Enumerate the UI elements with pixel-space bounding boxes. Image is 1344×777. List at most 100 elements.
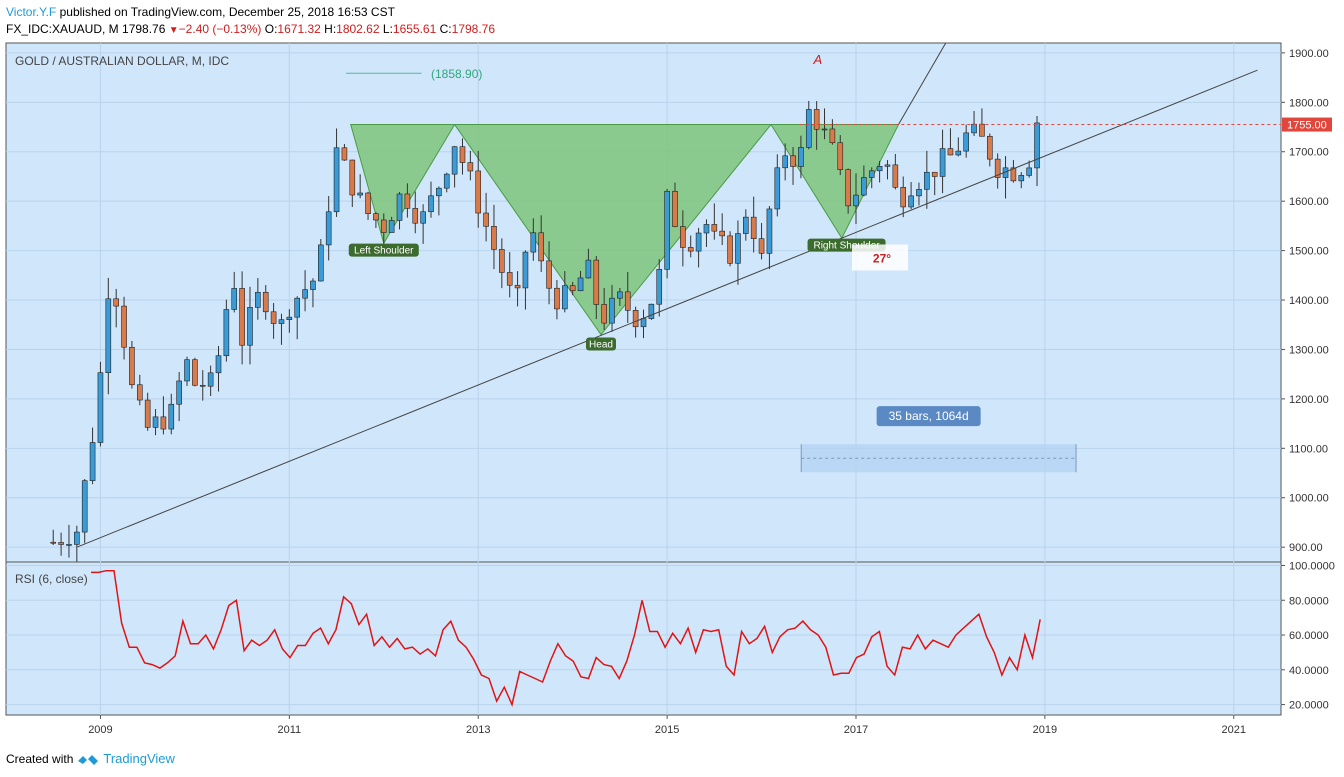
- candle-up: [963, 132, 969, 152]
- candle-down: [813, 109, 820, 130]
- candle-down: [475, 170, 482, 214]
- candle-up: [81, 480, 88, 533]
- candle-up: [247, 307, 253, 346]
- candle-up: [617, 291, 623, 299]
- price-axis-label: 1800.00: [1289, 97, 1329, 109]
- candle-down: [900, 187, 907, 208]
- left-shoulder-tag: Left Shoulder: [354, 246, 414, 257]
- candle-up: [396, 193, 403, 221]
- candle-down: [994, 158, 1001, 178]
- candle-up: [664, 190, 670, 270]
- candle-up: [286, 316, 293, 321]
- candle-up: [223, 309, 230, 357]
- candle-up: [1018, 175, 1025, 182]
- candle-down: [632, 310, 639, 328]
- chart-header: Victor.Y.F published on TradingView.com,…: [6, 4, 495, 39]
- candle-down: [947, 148, 954, 156]
- price-axis-label: 900.00: [1289, 542, 1323, 554]
- price-axis-label: 1100.00: [1289, 443, 1328, 455]
- candle-down: [380, 219, 387, 233]
- left-shoulder-tag-bg: [348, 243, 419, 257]
- candle-up: [74, 531, 80, 545]
- head-tag-bg: [586, 337, 616, 351]
- candle-up: [853, 194, 859, 207]
- candle-down: [601, 304, 607, 324]
- candle-up: [939, 148, 946, 177]
- candle-down: [160, 416, 167, 430]
- candle-down: [459, 146, 466, 163]
- candle-down: [538, 232, 544, 262]
- tradingview-brand[interactable]: TradingView: [103, 751, 175, 766]
- time-axis-label: 2017: [844, 724, 868, 736]
- candle-up: [735, 233, 741, 264]
- candle-up: [703, 224, 710, 234]
- candle-up: [451, 146, 458, 175]
- candle-down: [262, 291, 269, 313]
- candle-up: [924, 171, 930, 190]
- candle-up: [908, 195, 914, 208]
- close-label: C:: [439, 22, 452, 36]
- candle-down: [341, 147, 348, 161]
- candle-down: [506, 272, 513, 286]
- candle-up: [805, 109, 812, 148]
- candle-down: [711, 224, 718, 232]
- candle-up: [774, 167, 781, 210]
- candle-up: [971, 123, 977, 134]
- candle-down: [569, 285, 576, 292]
- measure-label-bg: [876, 406, 981, 427]
- time-axis-label: 2013: [466, 724, 490, 736]
- candle-down: [837, 142, 844, 170]
- rsi-axis-label: 60.0000: [1289, 630, 1329, 642]
- publish-info: published on TradingView.com, December 2…: [59, 5, 395, 19]
- price-pane-title: GOLD / AUSTRALIAN DOLLAR, M, IDC: [15, 54, 229, 68]
- candle-up: [868, 170, 875, 178]
- candle-up: [648, 303, 655, 319]
- candle-down: [270, 311, 277, 324]
- candle-down: [986, 135, 993, 160]
- candle-down: [931, 171, 938, 177]
- candle-down: [467, 162, 474, 172]
- candle-up: [955, 150, 962, 156]
- chart-frame: [5, 42, 1282, 716]
- candle-down: [365, 192, 371, 214]
- footer: Created with TradingView: [6, 751, 175, 767]
- candle-up: [302, 289, 308, 299]
- candle-up: [428, 195, 434, 213]
- candle-up: [388, 220, 395, 233]
- tradingview-logo-icon: [78, 755, 99, 765]
- candle-down: [58, 542, 64, 545]
- candle-up: [695, 232, 702, 252]
- candle-up: [916, 189, 922, 197]
- candle-up: [420, 211, 426, 224]
- price-axis-label: 1500.00: [1289, 246, 1329, 258]
- current-price-badge: [1282, 117, 1332, 132]
- candle-up: [231, 288, 238, 310]
- candle-down: [349, 159, 356, 196]
- candle-down: [680, 226, 686, 248]
- candle-up: [1034, 122, 1040, 169]
- symbol-label: FX_IDC:XAUAUD, M: [6, 22, 119, 36]
- candle-up: [884, 164, 891, 167]
- candle-down: [113, 298, 119, 307]
- candle-down: [750, 216, 757, 239]
- candle-down: [491, 226, 497, 250]
- candle-up: [215, 355, 222, 374]
- price-axis-label: 1300.00: [1289, 344, 1329, 356]
- measure-range: [801, 444, 1077, 473]
- candle-up: [176, 380, 182, 405]
- candle-up: [782, 155, 788, 169]
- rsi-pane-title: RSI (6, close): [15, 572, 88, 586]
- candle-up: [766, 208, 773, 254]
- candle-up: [357, 192, 363, 196]
- high-value-annotation: (1858.90): [431, 67, 482, 81]
- close-value: 1798.76: [451, 22, 496, 36]
- price-axis-label: 1600.00: [1289, 196, 1329, 208]
- publish-line: Victor.Y.F published on TradingView.com,…: [6, 4, 495, 21]
- rsi-axis-label: 80.0000: [1289, 595, 1329, 607]
- candle-up: [436, 187, 442, 197]
- author-link[interactable]: Victor.Y.F: [6, 5, 57, 19]
- candle-up: [89, 442, 96, 481]
- open-label: O:: [264, 22, 278, 36]
- angle-label: 27°: [873, 251, 891, 265]
